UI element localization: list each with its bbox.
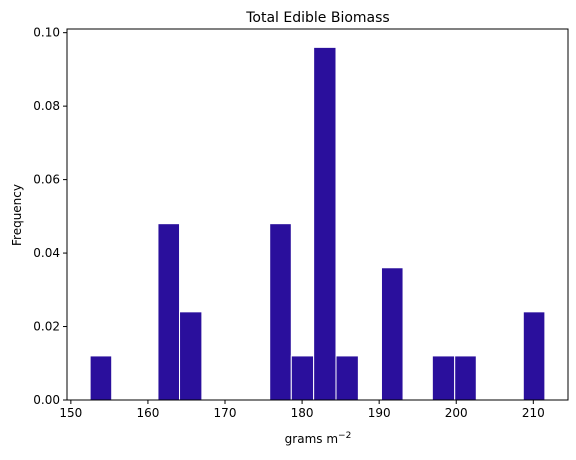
y-tick-label: 0.10 (33, 26, 60, 40)
histogram-bar (269, 223, 292, 401)
plot-frame (66, 28, 569, 401)
y-tick-label: 0.06 (33, 173, 60, 187)
y-axis-label: Frequency (10, 184, 24, 246)
histogram-bar (89, 355, 113, 401)
y-tick-label: 0.00 (33, 393, 60, 407)
x-tick-label: 180 (291, 406, 314, 420)
histogram-bar (335, 355, 359, 401)
y-tick-label: 0.02 (33, 320, 60, 334)
x-tick-label: 190 (368, 406, 391, 420)
x-tick-label: 210 (522, 406, 545, 420)
x-tick-label: 200 (445, 406, 468, 420)
histogram-bar (431, 355, 456, 401)
histogram-bar (380, 267, 404, 401)
chart-title: Total Edible Biomass (245, 10, 389, 26)
histogram-bar (290, 355, 315, 401)
x-tick-label: 160 (136, 406, 159, 420)
y-tick-label: 0.04 (33, 246, 60, 260)
x-axis: 150 160 170 180 190 200 210 (59, 400, 545, 420)
histogram-bar (454, 355, 477, 401)
y-axis: 0.00 0.02 0.04 0.06 0.08 0.10 (33, 26, 67, 407)
x-tick-label: 170 (214, 406, 237, 420)
histogram-bar (157, 223, 181, 401)
histogram-bar (522, 311, 546, 401)
bars-group (89, 46, 546, 401)
x-tick-label: 150 (59, 406, 82, 420)
histogram-bar (179, 311, 203, 401)
y-tick-label: 0.08 (33, 99, 60, 113)
x-axis-label: grams m−2 (285, 431, 352, 446)
histogram-bar (313, 46, 337, 401)
